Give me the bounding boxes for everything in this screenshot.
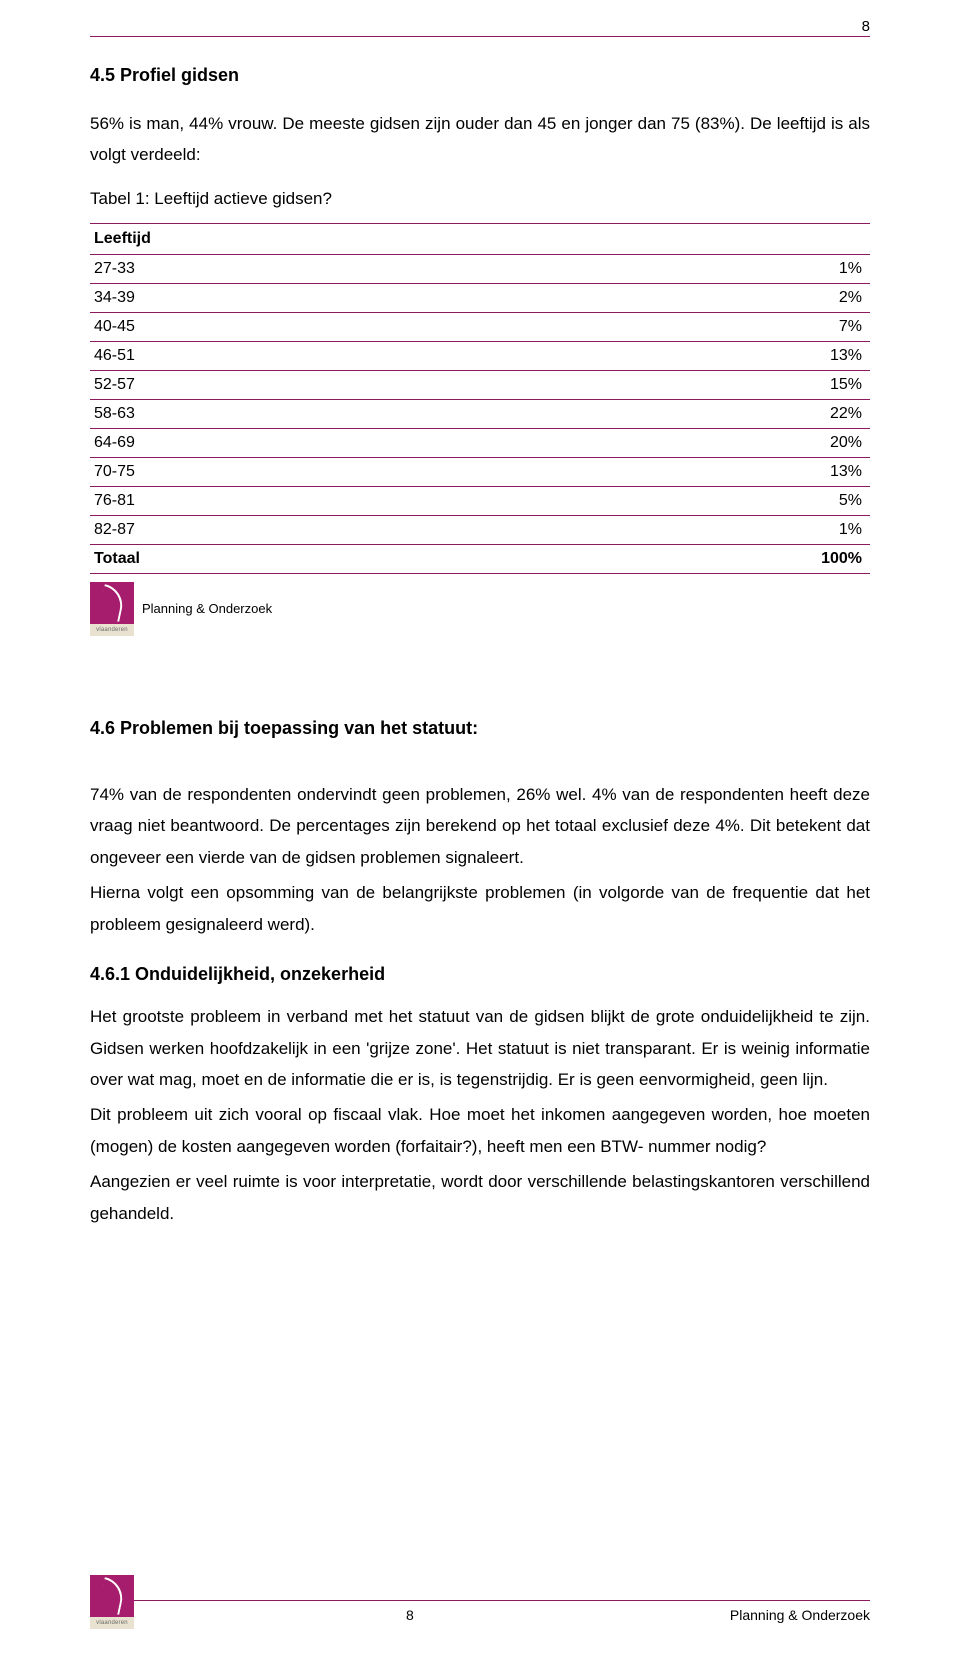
cell-range: 46-51 (90, 341, 520, 370)
cell-pct: 20% (520, 428, 870, 457)
table-row: 40-457% (90, 312, 870, 341)
cell-pct: 15% (520, 370, 870, 399)
heading-4-5: 4.5 Profiel gidsen (90, 65, 870, 86)
table-row: 58-6322% (90, 399, 870, 428)
cell-pct: 1% (520, 515, 870, 544)
cell-pct: 13% (520, 341, 870, 370)
paragraph: Dit probleem uit zich vooral op fiscaal … (90, 1099, 870, 1162)
table-header-leeftijd: Leeftijd (90, 223, 520, 254)
footer-right-text: Planning & Onderzoek (730, 1607, 870, 1623)
cell-pct: 2% (520, 283, 870, 312)
table-row: 27-331% (90, 254, 870, 283)
paragraph: Hierna volgt een opsomming van de belang… (90, 877, 870, 940)
table-row-total: Totaal100% (90, 544, 870, 573)
cell-pct: 1% (520, 254, 870, 283)
cell-range: 40-45 (90, 312, 520, 341)
document-page: 8 4.5 Profiel gidsen 56% is man, 44% vro… (0, 0, 960, 1653)
heading-4-6-1: 4.6.1 Onduidelijkheid, onzekerheid (90, 964, 870, 985)
table-row: 82-871% (90, 515, 870, 544)
table-source-caption: Planning & Onderzoek (142, 601, 272, 616)
cell-range: 34-39 (90, 283, 520, 312)
table-row: 70-7513% (90, 457, 870, 486)
vlaanderen-logo-icon: vlaanderen (90, 1575, 134, 1629)
paragraph: 56% is man, 44% vrouw. De meeste gidsen … (90, 108, 870, 171)
cell-range: 64-69 (90, 428, 520, 457)
cell-range: 52-57 (90, 370, 520, 399)
cell-range: 27-33 (90, 254, 520, 283)
cell-range: 76-81 (90, 486, 520, 515)
paragraph: Aangezien er veel ruimte is voor interpr… (90, 1166, 870, 1229)
table-source-row: vlaanderen Planning & Onderzoek (90, 582, 870, 636)
vlaanderen-logo-icon: vlaanderen (90, 582, 134, 636)
cell-total-label: Totaal (90, 544, 520, 573)
cell-range: 82-87 (90, 515, 520, 544)
table-row: 76-815% (90, 486, 870, 515)
cell-pct: 13% (520, 457, 870, 486)
cell-range: 58-63 (90, 399, 520, 428)
logo-text: vlaanderen (90, 1617, 134, 1629)
paragraph: 74% van de respondenten ondervindt geen … (90, 779, 870, 873)
paragraph: Het grootste probleem in verband met het… (90, 1001, 870, 1095)
page-footer: vlaanderen 8 Planning & Onderzoek (90, 1600, 870, 1623)
top-rule (90, 36, 870, 37)
table-row: 46-5113% (90, 341, 870, 370)
age-table: Leeftijd 27-331% 34-392% 40-457% 46-5113… (90, 223, 870, 574)
table-row: 52-5715% (90, 370, 870, 399)
cell-pct: 7% (520, 312, 870, 341)
cell-pct: 22% (520, 399, 870, 428)
heading-4-6: 4.6 Problemen bij toepassing van het sta… (90, 718, 870, 739)
table-caption: Tabel 1: Leeftijd actieve gidsen? (90, 189, 870, 209)
cell-range: 70-75 (90, 457, 520, 486)
footer-page-number: 8 (90, 1607, 730, 1623)
cell-total-value: 100% (520, 544, 870, 573)
page-number-top: 8 (862, 18, 870, 35)
table-header-empty (520, 223, 870, 254)
logo-text: vlaanderen (90, 624, 134, 636)
table-row: 64-6920% (90, 428, 870, 457)
footer-rule (90, 1600, 870, 1601)
table-row: 34-392% (90, 283, 870, 312)
cell-pct: 5% (520, 486, 870, 515)
